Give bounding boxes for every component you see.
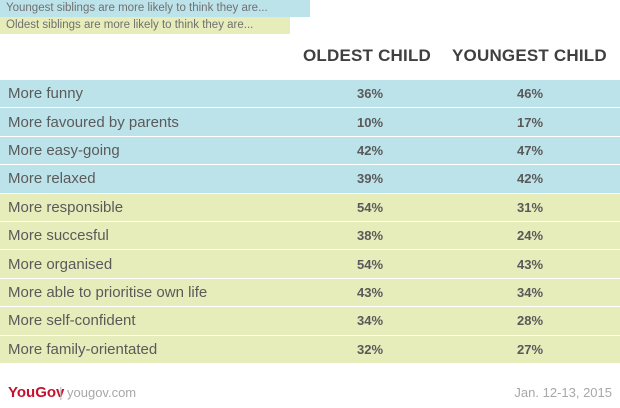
row-label: More succesful <box>8 227 109 245</box>
value-oldest-child: 42% <box>356 142 384 158</box>
value-oldest-child: 10% <box>356 114 384 130</box>
value-youngest-child: 42% <box>516 171 544 187</box>
legend-oldest: Oldest siblings are more likely to think… <box>0 17 290 34</box>
value-youngest-child: 43% <box>516 256 544 272</box>
table-row: More responsible 54% 31% <box>0 193 620 222</box>
data-table: More funny 36% 46% More favoured by parents… <box>0 80 620 364</box>
table-row: More self-confident 34% 28% <box>0 307 620 336</box>
table-row: More favoured by parents 10% 17% <box>0 108 620 137</box>
value-oldest-child: 54% <box>356 199 384 215</box>
value-youngest-child: 17% <box>516 114 544 130</box>
value-oldest-child: 38% <box>356 228 384 244</box>
value-oldest-child: 43% <box>356 284 384 300</box>
value-youngest-child: 47% <box>516 142 544 158</box>
row-label: More responsible <box>8 198 124 216</box>
row-label: More easy-going <box>8 141 120 159</box>
row-label: More self-confident <box>8 312 136 330</box>
value-oldest-child: 36% <box>356 86 384 102</box>
row-label: More favoured by parents <box>8 113 179 131</box>
row-label: More able to prioritise own life <box>8 283 208 301</box>
table-row: More able to prioritise own life 43% 34% <box>0 278 620 308</box>
table-row: More family-orientated 32% 27% <box>0 335 620 364</box>
footer-date: Jan. 12-13, 2015 <box>514 385 612 400</box>
column-header-oldest-child: OLDEST CHILD <box>303 46 432 65</box>
value-youngest-child: 27% <box>516 341 544 357</box>
value-youngest-child: 34% <box>516 284 544 300</box>
value-oldest-child: 32% <box>356 341 384 357</box>
table-row: More succesful 38% 24% <box>0 221 620 251</box>
yougov-logo: YouGov <box>8 384 65 401</box>
row-label: More funny <box>8 85 84 103</box>
value-youngest-child: 24% <box>516 228 544 244</box>
value-oldest-child: 39% <box>356 171 384 187</box>
value-youngest-child: 31% <box>516 199 544 215</box>
footer-site: yougov.com <box>67 385 137 400</box>
table-row: More funny 36% 46% <box>0 80 620 109</box>
row-label: More organised <box>8 255 113 273</box>
value-oldest-child: 54% <box>356 256 384 272</box>
table-row: More easy-going 42% 47% <box>0 136 620 166</box>
footer-separator: | <box>59 384 63 400</box>
table-row: More relaxed 39% 42% <box>0 165 620 194</box>
table-row: More organised 54% 43% <box>0 250 620 279</box>
row-label: More family-orientated <box>8 340 158 358</box>
column-header-youngest-child: YOUNGEST CHILD <box>452 46 607 65</box>
footer: YouGov | yougov.com Jan. 12-13, 2015 <box>0 378 620 408</box>
value-youngest-child: 46% <box>516 86 544 102</box>
legend: Youngest siblings are more likely to thi… <box>0 0 310 34</box>
row-label: More relaxed <box>8 170 96 188</box>
legend-youngest: Youngest siblings are more likely to thi… <box>0 0 310 17</box>
value-oldest-child: 34% <box>356 313 384 329</box>
value-youngest-child: 28% <box>516 313 544 329</box>
